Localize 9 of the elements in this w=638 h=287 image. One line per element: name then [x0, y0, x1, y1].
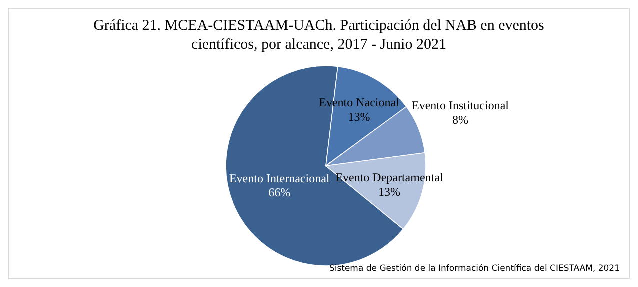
slice-label: Evento Departamental — [336, 170, 444, 185]
slice-label: Evento Internacional — [229, 171, 330, 186]
text: Sistema de Gestión de la Información Científica del CIESTAAM, 2021 — [329, 264, 620, 274]
data-label: 8% — [452, 112, 469, 127]
data-label: 13% — [348, 110, 370, 124]
data-label: 13% — [378, 185, 400, 200]
slice-label: Evento Institucional — [412, 98, 510, 112]
data-label: 66% — [268, 186, 291, 200]
chart-title: Gráfica 21. MCEA-CIESTAAM-UACh. Participación del NAB en eventos científicos, por alcance, 2017 - Junio 2021 — [94, 18, 545, 53]
